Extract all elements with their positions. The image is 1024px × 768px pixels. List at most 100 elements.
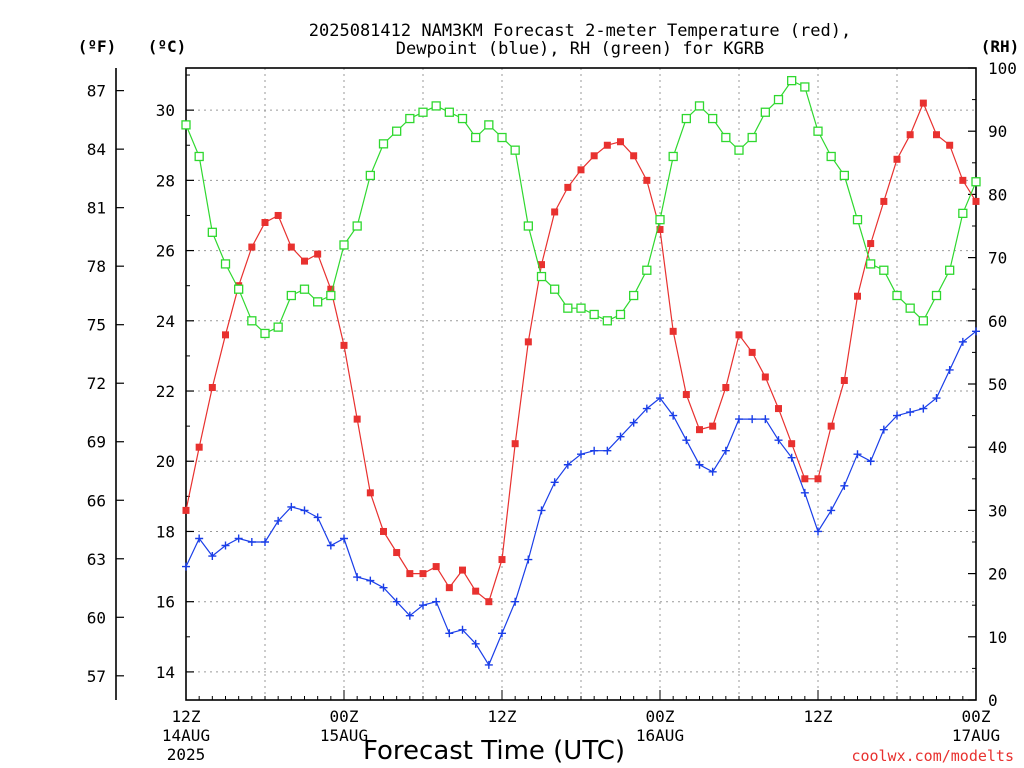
temperature-point: [801, 475, 809, 483]
rh-tick-label: 80: [988, 185, 1007, 204]
dewpoint-point: [247, 538, 256, 546]
temperature-point: [511, 440, 519, 448]
celsius-tick-label: 28: [156, 171, 175, 190]
dewpoint-point: [313, 513, 322, 522]
dewpoint-point: [958, 337, 967, 346]
temperature-point: [906, 131, 914, 139]
rh-point: [747, 132, 757, 143]
dewpoint-point: [932, 394, 941, 403]
x-tick-label-date: 16AUG: [636, 726, 684, 745]
dewpoint-point: [287, 502, 296, 511]
temperature-point: [735, 331, 743, 339]
temperature-point: [933, 131, 940, 139]
x-tick-label-year: 2025: [167, 745, 206, 764]
rh-point: [642, 265, 652, 275]
temperature-point: [893, 155, 901, 163]
dewpoint-point: [419, 601, 427, 610]
dewpoint-point: [682, 436, 691, 445]
temperature-point: [669, 327, 677, 335]
rh-tick-label: 40: [988, 438, 1007, 457]
rh-point: [378, 139, 389, 149]
rh-point: [839, 170, 849, 181]
unit-label-celsius: (ºC): [148, 37, 187, 56]
celsius-tick-label: 14: [156, 663, 175, 682]
temperature-point: [524, 338, 532, 346]
rh-point: [694, 101, 705, 111]
axis-ticks: 14 16 18 20 22 24 26 28 30 57 60 63 66 69 72 75 78 81 84 87…: [87, 59, 1017, 764]
dewpoint-point: [432, 597, 441, 606]
rh-point: [576, 303, 586, 313]
rh-point: [589, 309, 599, 320]
rh-point: [734, 145, 744, 155]
temperature-point: [709, 422, 717, 430]
rh-point: [234, 284, 244, 294]
credit-text: coolwx.com/modelts: [851, 747, 1014, 765]
fahrenheit-tick-label: 78: [87, 257, 106, 276]
rh-point: [273, 322, 283, 332]
dewpoint-point: [300, 506, 309, 515]
temperature-point: [946, 141, 954, 149]
x-tick-label-time: 12Z: [804, 707, 833, 726]
rh-point: [813, 126, 823, 136]
temperature-point: [340, 341, 348, 349]
dewpoint-point: [550, 478, 559, 487]
dewpoint-point: [195, 534, 204, 543]
dewpoint-point: [366, 576, 375, 585]
fahrenheit-tick-label: 69: [87, 433, 106, 452]
dewpoint-point: [827, 506, 836, 515]
rh-point: [866, 259, 876, 269]
rh-point: [918, 316, 928, 326]
rh-point: [602, 316, 612, 326]
rh-point: [721, 132, 731, 143]
temperature-point: [195, 443, 203, 451]
rh-point: [852, 215, 863, 225]
temperature-point: [261, 218, 269, 226]
fahrenheit-tick-label: 87: [87, 82, 106, 101]
chart-title-line-1: 2025081412 NAM3KM Forecast 2-meter Tempe…: [309, 21, 851, 41]
dewpoint-point: [814, 527, 822, 536]
celsius-tick-label: 24: [156, 312, 175, 331]
temperature-point: [919, 99, 927, 107]
rh-tick-label: 100: [988, 59, 1017, 78]
temperature-point: [590, 152, 598, 160]
temperature-point: [208, 384, 216, 392]
temperature-point: [222, 331, 229, 339]
rh-point: [892, 290, 902, 301]
dewpoint-point: [326, 541, 335, 550]
dewpoint-point: [721, 446, 730, 455]
dewpoint-point: [445, 629, 454, 638]
rh-point: [352, 221, 362, 231]
temperature-point: [603, 141, 611, 149]
rh-point: [418, 107, 428, 117]
unit-label-rh: (RH): [981, 37, 1020, 56]
dewpoint-point: [735, 415, 743, 424]
temperature-point: [827, 422, 835, 430]
rh-point: [879, 265, 889, 275]
temperature-point: [432, 563, 440, 571]
celsius-tick-label: 20: [156, 452, 175, 471]
dewpoint-point: [274, 516, 283, 525]
unit-label-fahrenheit: (ºF): [78, 37, 117, 56]
fahrenheit-tick-label: 57: [87, 667, 106, 686]
dewpoint-point: [234, 534, 243, 543]
temperature-point: [498, 556, 506, 564]
chart-title-line-2: Dewpoint (blue), RH (green) for KGRB: [396, 39, 764, 59]
celsius-tick-label: 30: [156, 101, 175, 120]
fahrenheit-tick-label: 84: [87, 140, 106, 159]
dewpoint-point: [787, 453, 796, 462]
dewpoint-point: [392, 597, 401, 606]
rh-point: [339, 240, 349, 250]
dewpoint-point: [221, 541, 230, 550]
rh-point: [971, 177, 981, 187]
dewpoint-point: [182, 562, 190, 571]
rh-point: [392, 126, 402, 136]
rh-point: [787, 75, 797, 86]
rh-point: [905, 303, 915, 313]
rh-point: [181, 120, 191, 130]
celsius-tick-label: 26: [156, 242, 175, 261]
rh-tick-label: 70: [988, 249, 1007, 268]
temperature-point: [854, 292, 861, 300]
temperature-point: [301, 257, 308, 265]
rh-point: [615, 309, 626, 320]
temperature-point: [696, 426, 703, 434]
